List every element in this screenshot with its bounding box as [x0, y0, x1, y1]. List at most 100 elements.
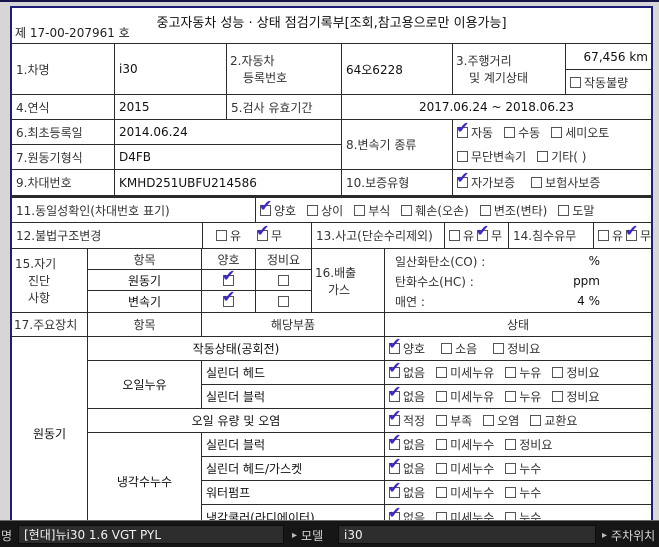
checkbox-option[interactable]: 교환요: [530, 412, 577, 429]
checked-box-icon[interactable]: [388, 505, 401, 523]
checked-box-icon[interactable]: [388, 409, 401, 426]
checked-box-icon[interactable]: [625, 223, 638, 241]
checkbox-option[interactable]: 자동: [456, 121, 493, 141]
checkbox-option[interactable]: 누유: [505, 388, 541, 405]
unchecked-box-icon[interactable]: [436, 439, 448, 450]
unchecked-box-icon[interactable]: [307, 204, 319, 216]
checked-box-icon[interactable]: [476, 223, 489, 241]
checkbox-option[interactable]: 보험사보증: [531, 174, 600, 191]
checkbox-option[interactable]: 기타( ): [537, 148, 586, 165]
unchecked-box-icon[interactable]: [436, 391, 448, 402]
unchecked-box-icon[interactable]: [598, 230, 609, 241]
checked-box-icon[interactable]: [388, 481, 401, 498]
unchecked-box-icon[interactable]: [436, 367, 448, 378]
checked-box-icon[interactable]: [388, 361, 401, 378]
checkbox-option[interactable]: 유: [215, 227, 241, 244]
checkbox-option[interactable]: 없음: [388, 481, 425, 501]
checkbox-option[interactable]: 무: [476, 223, 502, 244]
unchecked-box-icon[interactable]: [552, 391, 564, 402]
checked-box-icon[interactable]: [222, 270, 235, 286]
checked-box-icon[interactable]: [456, 170, 469, 188]
checkbox-option[interactable]: 누수: [505, 460, 541, 477]
unchecked-box-icon[interactable]: [552, 367, 564, 378]
checkbox-option[interactable]: 양호: [259, 198, 296, 219]
checkbox-option[interactable]: [222, 270, 235, 286]
checkbox-option[interactable]: 작동불량: [570, 74, 628, 91]
unchecked-box-icon[interactable]: [505, 487, 517, 498]
unchecked-box-icon[interactable]: [570, 76, 581, 88]
checkbox-option[interactable]: 훼손(오손): [401, 202, 469, 219]
unchecked-box-icon[interactable]: [505, 439, 517, 450]
checkbox-option[interactable]: 미세누수: [436, 484, 494, 501]
checkbox-option[interactable]: 미세누수: [436, 436, 494, 453]
unchecked-box-icon[interactable]: [449, 230, 460, 241]
checked-box-icon[interactable]: [222, 291, 235, 307]
unchecked-box-icon[interactable]: [530, 415, 542, 426]
unchecked-box-icon[interactable]: [537, 151, 549, 162]
unchecked-box-icon[interactable]: [505, 391, 517, 402]
checkbox-option[interactable]: 수동: [504, 124, 540, 141]
checkbox-option[interactable]: 소음: [441, 340, 477, 357]
checked-box-icon[interactable]: [456, 121, 469, 138]
checkbox-option[interactable]: 유: [449, 227, 474, 244]
unchecked-box-icon[interactable]: [479, 204, 491, 216]
checkbox-option[interactable]: 적정: [388, 409, 425, 429]
unchecked-box-icon[interactable]: [551, 127, 563, 138]
checkbox-option[interactable]: 부족: [436, 412, 472, 429]
unchecked-box-icon[interactable]: [278, 274, 289, 286]
unchecked-box-icon[interactable]: [401, 204, 413, 216]
unchecked-box-icon[interactable]: [483, 415, 495, 426]
checkbox-option[interactable]: 누수: [505, 484, 541, 501]
unchecked-box-icon[interactable]: [505, 463, 517, 474]
unchecked-box-icon[interactable]: [457, 151, 468, 162]
model-field[interactable]: i30: [338, 525, 596, 544]
unchecked-box-icon[interactable]: [436, 463, 448, 474]
checkbox-option[interactable]: [222, 291, 235, 307]
checkbox-option[interactable]: 없음: [388, 385, 425, 405]
checkbox-option[interactable]: 유: [598, 227, 623, 244]
checkbox-option[interactable]: 정비요: [552, 364, 599, 381]
checkbox-option[interactable]: 정비요: [505, 436, 552, 453]
checkbox-option[interactable]: 무: [256, 223, 282, 244]
unchecked-box-icon[interactable]: [531, 177, 543, 188]
checkbox-option[interactable]: 미세누유: [436, 388, 494, 405]
checkbox-option[interactable]: 미세누수: [436, 460, 494, 477]
checkbox-option[interactable]: [278, 274, 289, 286]
unchecked-box-icon[interactable]: [354, 204, 366, 216]
checkbox-option[interactable]: 없음: [388, 361, 425, 381]
unchecked-box-icon[interactable]: [441, 343, 453, 354]
checkbox-option[interactable]: 정비요: [552, 388, 599, 405]
unchecked-box-icon[interactable]: [493, 343, 505, 354]
checkbox-option[interactable]: 미세누유: [436, 364, 494, 381]
checked-box-icon[interactable]: [388, 433, 401, 450]
checked-box-icon[interactable]: [388, 337, 401, 354]
checkbox-option[interactable]: 오염: [483, 412, 519, 429]
unchecked-box-icon[interactable]: [558, 204, 570, 216]
checkbox-option[interactable]: 양호: [388, 337, 425, 357]
unchecked-box-icon[interactable]: [436, 487, 448, 498]
checkbox-option[interactable]: 자가보증: [456, 170, 515, 191]
unchecked-box-icon[interactable]: [278, 296, 289, 307]
checkbox-option[interactable]: 부식: [354, 202, 390, 219]
unchecked-box-icon[interactable]: [436, 415, 448, 426]
parking-location-label[interactable]: ▸ 주차위치: [602, 529, 656, 543]
checkbox-option[interactable]: 누유: [505, 364, 541, 381]
unchecked-box-icon[interactable]: [215, 230, 227, 241]
unchecked-box-icon[interactable]: [504, 127, 516, 138]
checkbox-option[interactable]: 없음: [388, 457, 425, 477]
checkbox-option[interactable]: 세미오토: [551, 124, 609, 141]
checkbox-option[interactable]: 변조(변타): [479, 202, 547, 219]
checkbox-option[interactable]: 무단변속기: [457, 148, 526, 165]
checkbox-option[interactable]: 무: [625, 223, 651, 244]
checked-box-icon[interactable]: [388, 385, 401, 402]
checkbox-option[interactable]: 정비요: [493, 340, 540, 357]
checkbox-option[interactable]: 도말: [558, 202, 594, 219]
checkbox-option[interactable]: [278, 296, 289, 307]
checked-box-icon[interactable]: [388, 457, 401, 474]
checkbox-option[interactable]: 없음: [388, 433, 425, 453]
vehicle-name-field[interactable]: [현대]뉴i30 1.6 VGT PYL: [18, 525, 284, 544]
unchecked-box-icon[interactable]: [505, 367, 517, 378]
checkbox-option[interactable]: 상이: [307, 202, 343, 219]
checked-box-icon[interactable]: [259, 198, 272, 216]
checked-box-icon[interactable]: [256, 223, 269, 241]
